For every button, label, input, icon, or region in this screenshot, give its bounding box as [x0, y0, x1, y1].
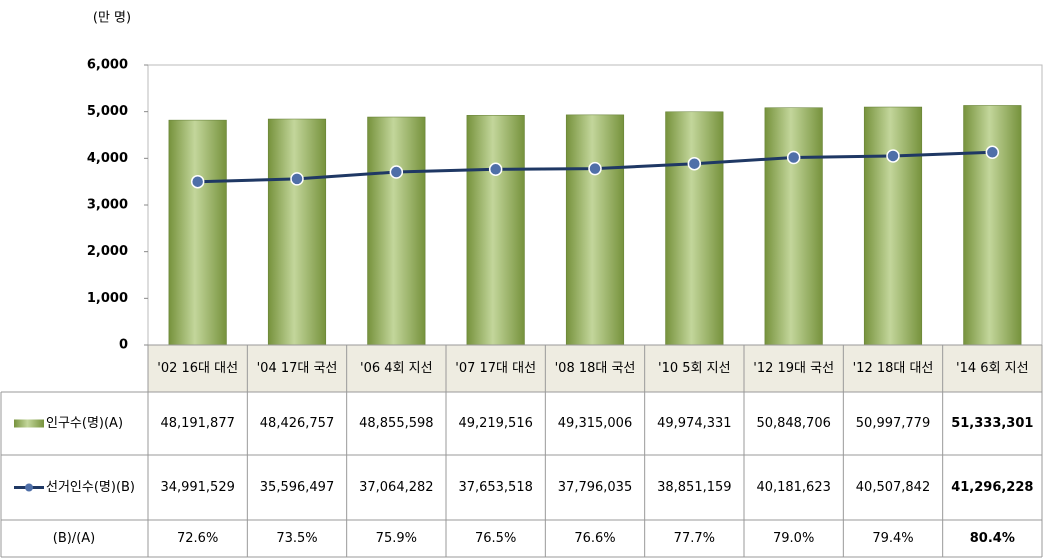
y-axis-label: (만 명) [93, 11, 131, 26]
category-label: '08 18대 국선 [555, 361, 636, 376]
line-marker [190, 174, 205, 189]
table-value: 38,851,159 [657, 480, 731, 495]
bar [367, 116, 426, 346]
line-marker [488, 162, 503, 177]
y-tick-label: 5,000 [87, 104, 128, 119]
line-marker [786, 150, 801, 165]
line-marker [886, 149, 900, 163]
table-value: 35,596,497 [260, 480, 334, 495]
y-tick-label: 6,000 [87, 58, 128, 73]
category-label: '07 17대 대선 [455, 361, 536, 376]
y-tick-label: 3,000 [87, 198, 128, 213]
line-marker [290, 172, 304, 186]
ratio-value: 77.7% [674, 531, 715, 546]
bar [963, 105, 1022, 346]
y-tick-label: 4,000 [87, 151, 128, 166]
table-header-bg [148, 345, 1042, 392]
bar [267, 118, 327, 346]
ratio-value: 76.6% [574, 531, 615, 546]
table-value: 51,333,301 [951, 416, 1033, 431]
ratio-value: 75.9% [376, 531, 417, 546]
table-value: 48,191,877 [160, 416, 234, 431]
ratio-value: 79.0% [773, 531, 814, 546]
ratio-value: 73.5% [276, 531, 317, 546]
table-value: 50,848,706 [756, 416, 830, 431]
bar [565, 114, 625, 346]
table-value: 34,991,529 [160, 480, 234, 495]
category-label: '06 4회 지선 [360, 361, 433, 376]
y-tick-label: 0 [119, 338, 128, 353]
bar [863, 106, 923, 346]
y-tick-label: 1,000 [87, 291, 128, 306]
table-value: 49,315,006 [558, 416, 632, 431]
table-value: 40,507,842 [856, 480, 930, 495]
category-label: '12 18대 대선 [853, 361, 934, 376]
line-marker [588, 161, 602, 176]
line-marker [687, 156, 702, 171]
category-label: '12 19대 국선 [753, 361, 834, 376]
legend-marker [25, 483, 33, 492]
category-label: '10 5회 지선 [658, 361, 731, 376]
legend-label: 선거인수(명)(B) [46, 480, 135, 495]
table-value: 40,181,623 [756, 480, 830, 495]
bar [764, 107, 823, 346]
bar [168, 119, 227, 346]
ratio-value: 79.4% [872, 531, 913, 546]
y-tick-label: 2,000 [87, 244, 128, 259]
bar [466, 115, 525, 346]
table-value: 37,796,035 [558, 480, 632, 495]
table-value: 41,296,228 [951, 480, 1033, 495]
category-label: '14 6회 지선 [956, 361, 1029, 376]
table-value: 48,855,598 [359, 416, 433, 431]
ratio-label: (B)/(A) [53, 531, 95, 546]
table-value: 48,426,757 [260, 416, 334, 431]
bar [665, 111, 724, 346]
table-value: 49,974,331 [657, 416, 731, 431]
category-label: '02 16대 대선 [157, 361, 238, 376]
legend-label: 인구수(명)(A) [46, 416, 123, 431]
category-label: '04 17대 국선 [257, 361, 338, 376]
table-value: 49,219,516 [458, 416, 532, 431]
table-value: 50,997,779 [856, 416, 930, 431]
ratio-value: 72.6% [177, 531, 218, 546]
line-marker [985, 145, 1000, 160]
ratio-value: 80.4% [970, 531, 1015, 546]
table-value: 37,064,282 [359, 480, 433, 495]
legend-swatch [14, 419, 44, 428]
line-marker [389, 165, 404, 179]
table-value: 37,653,518 [458, 480, 532, 495]
ratio-value: 76.5% [475, 531, 516, 546]
